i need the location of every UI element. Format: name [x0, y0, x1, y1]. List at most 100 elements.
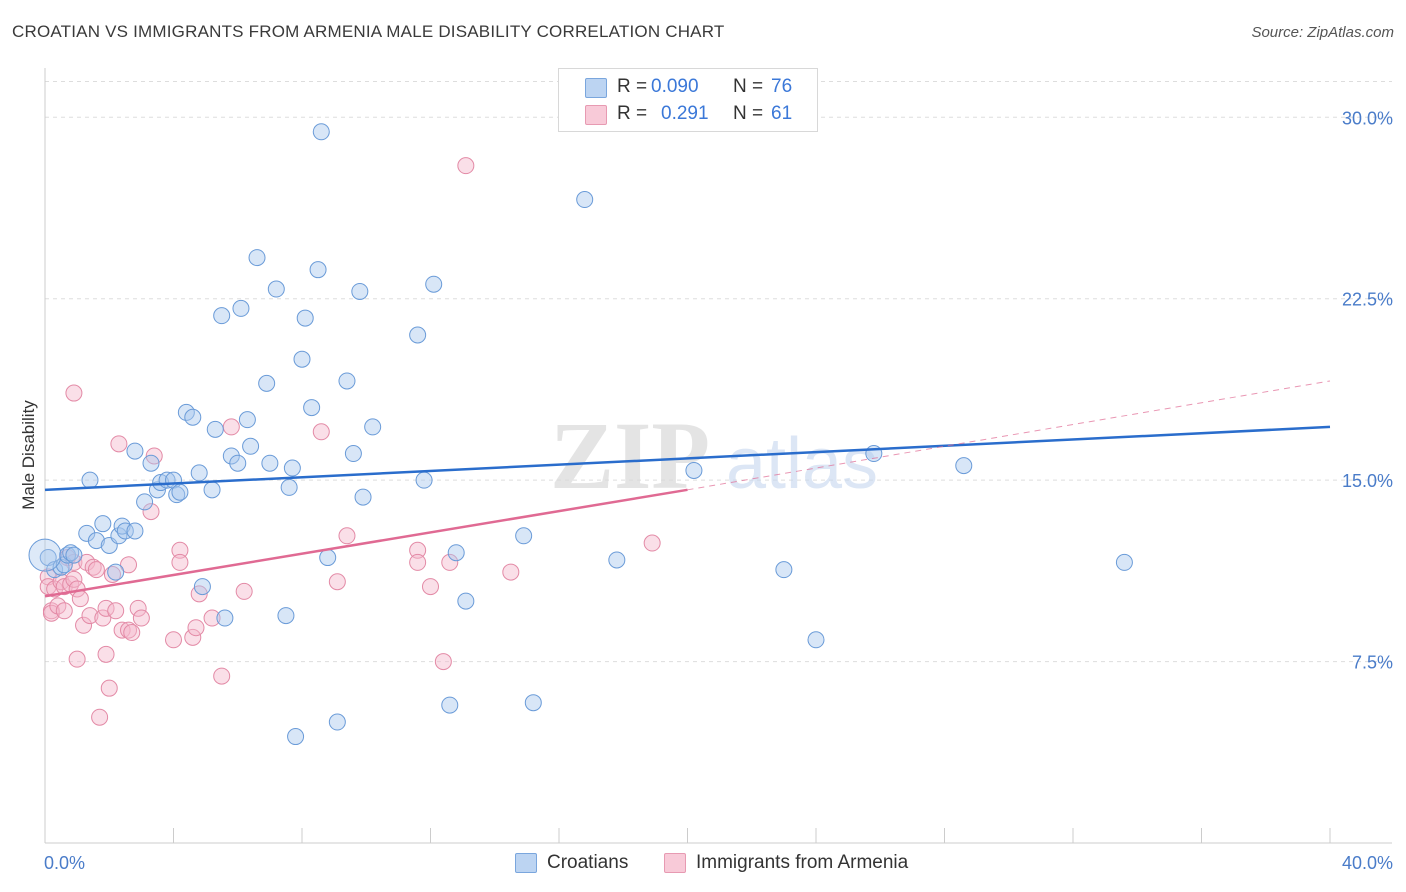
croatians-point: [1115, 553, 1133, 571]
armenia-point: [409, 553, 427, 571]
croatians-point: [415, 471, 433, 489]
croatians-point: [78, 524, 96, 542]
croatians-point: [309, 261, 327, 279]
armenia-point: [123, 624, 141, 642]
croatians-point: [248, 249, 266, 267]
croatians-point: [425, 275, 443, 293]
legend-croatians-label: Croatians: [547, 852, 629, 873]
croatians-point: [807, 631, 825, 649]
armenia-point: [120, 556, 138, 574]
croatians-point: [303, 399, 321, 417]
croatians-point: [287, 728, 305, 746]
croatians-point: [319, 549, 337, 567]
armenia-point: [107, 602, 125, 620]
r-value: 0.291: [661, 103, 709, 124]
armenia-point: [187, 619, 205, 637]
croatians-point: [293, 350, 311, 368]
y-tick-label: 7.5%: [1352, 653, 1393, 673]
armenia-point: [171, 553, 189, 571]
croatians-point: [126, 442, 144, 460]
armenia-point: [100, 679, 118, 697]
armenia-point: [55, 578, 73, 596]
armenia-point: [328, 573, 346, 591]
croatians-point: [58, 546, 76, 564]
croatians-point: [608, 551, 626, 569]
armenia-swatch: [585, 105, 607, 125]
croatians-point: [283, 459, 301, 477]
armenia-point: [434, 653, 452, 671]
armenia-point: [65, 553, 83, 571]
croatians-point: [46, 561, 64, 579]
axes: [44, 68, 1392, 844]
croatians-point: [136, 493, 154, 511]
armenia-point: [65, 570, 83, 588]
croatians-point: [576, 191, 594, 209]
armenia-point: [235, 582, 253, 600]
croatians-point: [351, 282, 369, 300]
croatians-point: [216, 609, 234, 627]
croatians-point: [107, 563, 125, 581]
series-armenia-points: [39, 157, 661, 726]
r-label: R =: [617, 103, 648, 124]
n-value: 76: [771, 76, 793, 97]
armenia-point: [97, 645, 115, 663]
source-label: Source: ZipAtlas.com: [1251, 24, 1394, 41]
y-axis-label: Male Disability: [19, 400, 38, 510]
armenia-point: [502, 563, 520, 581]
croatians-point: [344, 445, 362, 463]
armenia-trend-line: [44, 488, 688, 598]
n-value: 61: [771, 103, 793, 124]
croatians-point: [94, 515, 112, 533]
armenia-swatch: [664, 853, 686, 873]
croatians-point: [206, 420, 224, 438]
croatians-point: [280, 478, 298, 496]
croatians-point: [28, 538, 62, 572]
croatians-point: [81, 471, 99, 489]
croatians-point: [87, 532, 105, 550]
x-tick-label: 0.0%: [44, 853, 85, 873]
armenia-point: [110, 435, 128, 453]
y-tick-label: 30.0%: [1342, 108, 1393, 128]
armenia-point: [203, 609, 221, 627]
croatians-point: [409, 326, 427, 344]
croatians-point: [354, 488, 372, 506]
croatians-swatch: [515, 853, 537, 873]
armenia-point: [75, 616, 93, 634]
gridlines: [45, 81, 1392, 663]
croatians-point: [229, 454, 247, 472]
croatians-point: [447, 544, 465, 562]
armenia-point: [113, 621, 131, 639]
armenia-point: [441, 553, 459, 571]
armenia-point: [42, 604, 60, 622]
croatians-point: [116, 522, 134, 540]
croatians-point: [65, 546, 83, 564]
croatians-point: [338, 372, 356, 390]
armenia-point: [213, 667, 231, 685]
armenia-point: [55, 602, 73, 620]
croatians-swatch: [585, 78, 607, 98]
croatians-point: [364, 418, 382, 436]
armenia-point: [338, 527, 356, 545]
croatians-point: [277, 607, 295, 625]
trend-lines: [44, 380, 1331, 598]
armenia-point: [142, 503, 160, 521]
croatians-point: [126, 522, 144, 540]
n-label: N =: [733, 103, 764, 124]
x-tick-label: 40.0%: [1342, 853, 1393, 873]
croatians-point: [441, 696, 459, 714]
r-label: R =: [617, 76, 648, 97]
croatians-point: [312, 123, 330, 141]
armenia-point: [184, 628, 202, 646]
croatians-point: [203, 481, 221, 499]
croatians-point: [168, 486, 186, 504]
armenia-point: [129, 599, 147, 617]
armenia-point: [65, 384, 83, 402]
croatians-point: [184, 408, 202, 426]
croatians-point: [238, 411, 256, 429]
croatians-point: [775, 561, 793, 579]
croatians-point: [232, 299, 250, 317]
croatians-point: [193, 578, 211, 596]
croatians-point: [955, 457, 973, 475]
armenia-point: [81, 607, 99, 625]
